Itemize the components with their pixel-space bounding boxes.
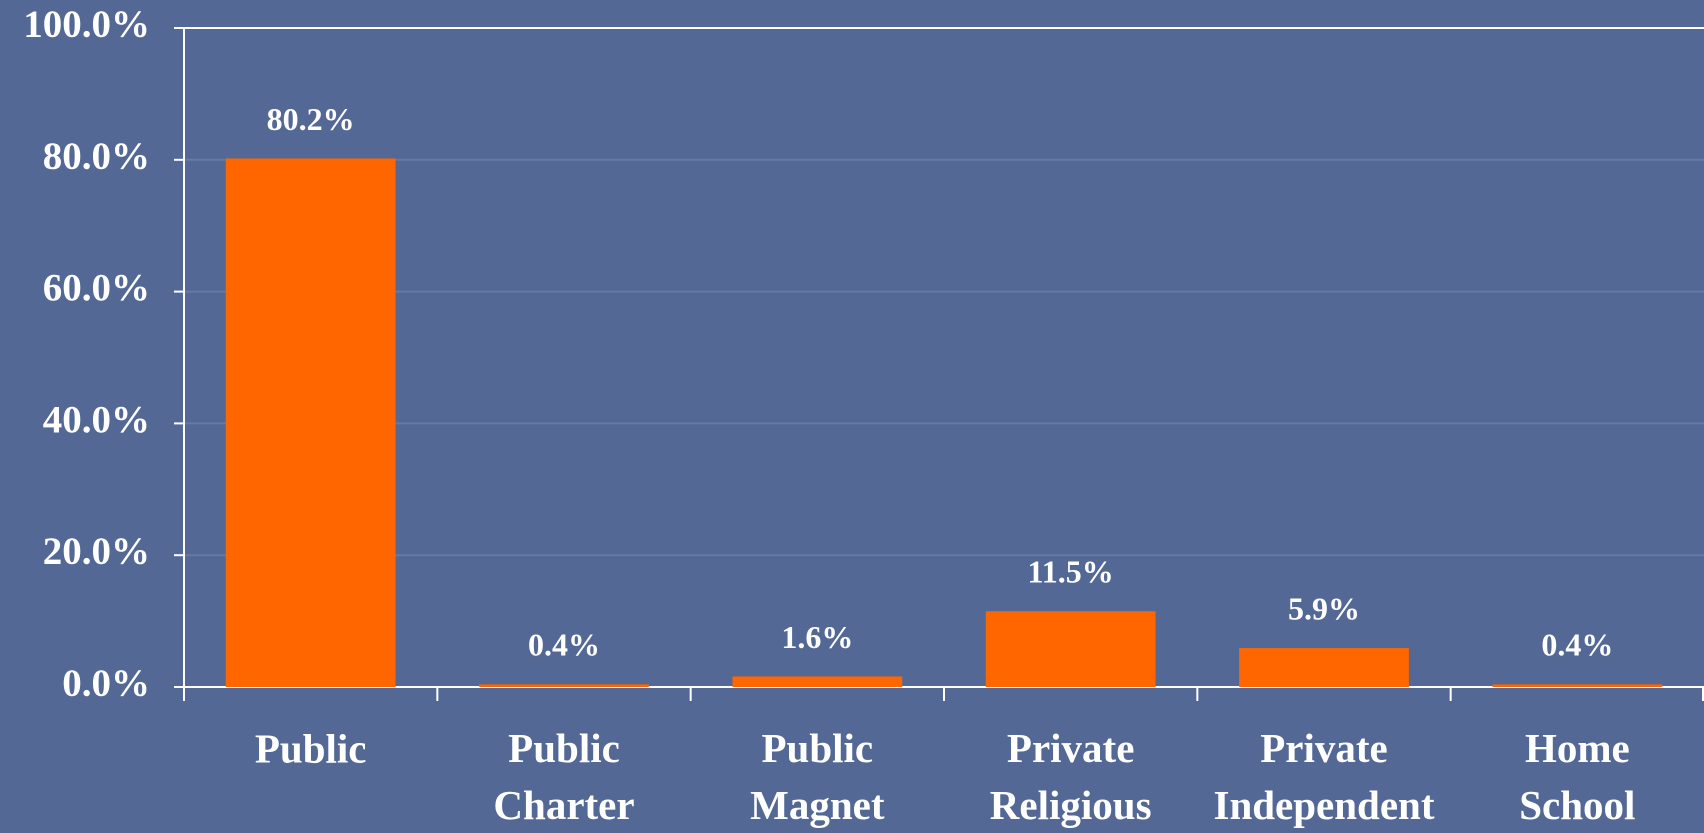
- data-label: 11.5%: [1028, 554, 1114, 590]
- x-tick-label: Public: [255, 725, 367, 771]
- bar: [985, 611, 1156, 687]
- y-tick-label: 40.0%: [43, 398, 150, 441]
- y-tick-label: 20.0%: [43, 530, 150, 573]
- data-label: 5.9%: [1288, 590, 1360, 626]
- bar: [225, 158, 396, 687]
- bar: [1239, 648, 1409, 687]
- y-tick-label: 0.0%: [62, 662, 150, 705]
- data-label: 0.4%: [1541, 627, 1613, 663]
- data-label: 80.2%: [267, 101, 355, 137]
- y-tick-label: 60.0%: [43, 267, 150, 310]
- x-tick-label: Private Independent: [1213, 725, 1434, 828]
- data-label: 0.4%: [528, 627, 600, 663]
- x-tick-label: Public Magnet: [750, 725, 885, 828]
- y-tick-label: 100.0%: [23, 3, 150, 46]
- x-tick-label: Private Religious: [990, 725, 1152, 828]
- bar: [732, 676, 903, 687]
- y-tick-label: 80.0%: [43, 135, 150, 178]
- x-tick-label: Home School: [1519, 725, 1635, 828]
- bar: [479, 684, 649, 687]
- x-tick-label: Public Charter: [493, 725, 634, 828]
- data-label: 1.6%: [781, 619, 853, 655]
- bar: [1492, 684, 1663, 687]
